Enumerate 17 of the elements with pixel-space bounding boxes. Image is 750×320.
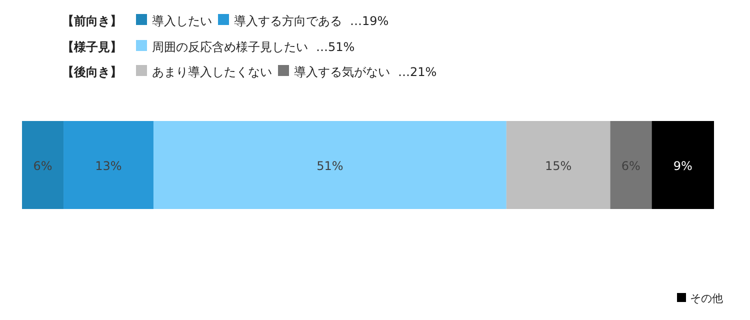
legend-label: 周囲の反応含め様子見したい xyxy=(152,40,308,54)
text: …51% xyxy=(316,40,355,54)
data-label: 9% xyxy=(673,159,692,173)
text: …21% xyxy=(398,65,437,79)
legend-label: その他 xyxy=(690,292,723,305)
data-label: 15% xyxy=(544,159,572,173)
text: 【前向き】 xyxy=(62,14,122,28)
text: …19% xyxy=(350,14,389,28)
legend-label: 導入する方向である xyxy=(234,14,342,28)
data-label: 6% xyxy=(33,159,52,173)
legend-label: あまり導入したくない xyxy=(152,65,272,79)
legend-label: 導入する気がない xyxy=(294,65,390,79)
data-label: 51% xyxy=(316,159,344,173)
data-label: 13% xyxy=(95,159,122,173)
text: 【後向き】 xyxy=(62,65,122,79)
text: 【様子見】 xyxy=(62,40,122,54)
legend-label: 導入したい xyxy=(152,14,212,28)
